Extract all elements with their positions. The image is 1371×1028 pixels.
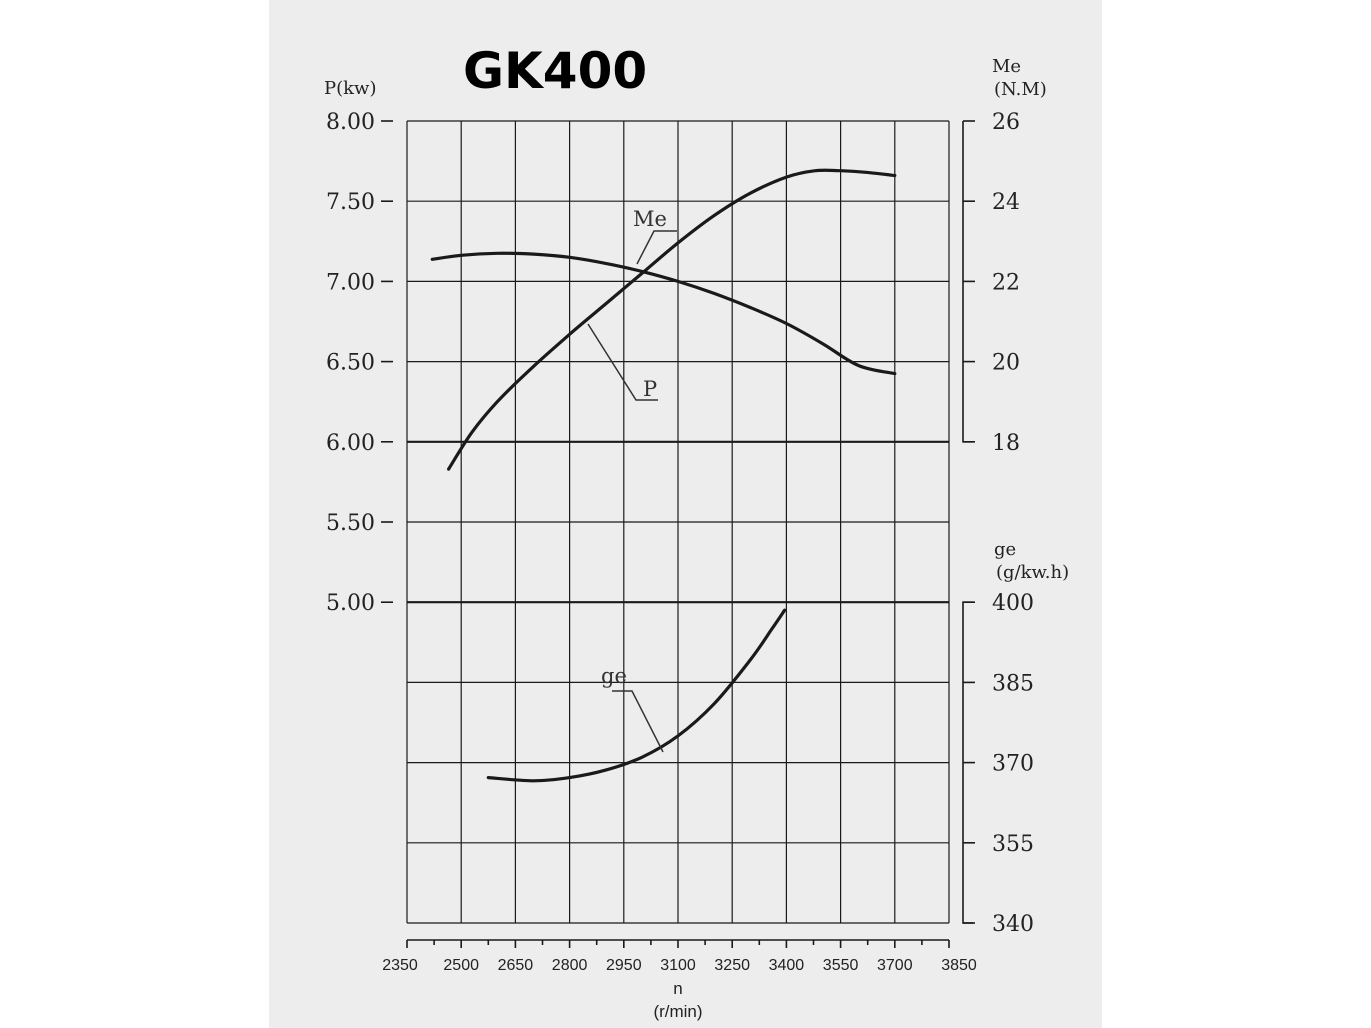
p-tick-label: 5.50 — [326, 511, 375, 536]
p-curve-label: P — [643, 377, 657, 401]
p-curve — [447, 168, 897, 471]
x-axis-label: n — [673, 979, 682, 998]
chart-title: GK400 — [463, 42, 647, 100]
me-curve-label: Me — [633, 207, 667, 231]
me-tick-label: 20 — [992, 351, 1020, 376]
ge-axis-label: ge — [994, 539, 1016, 560]
ge-tick-label: 385 — [992, 671, 1034, 696]
me-curve — [430, 251, 897, 376]
p-tick-label: 8.00 — [326, 110, 375, 135]
curves — [430, 168, 897, 783]
me-tick-label: 18 — [992, 431, 1020, 456]
curve-labels: Me Pge — [587, 207, 677, 753]
x-axis-unit: (r/min) — [653, 1002, 702, 1021]
p-tick-label: 6.00 — [326, 431, 375, 456]
x-tick-label: 3400 — [769, 957, 805, 974]
ge-curve — [486, 608, 787, 783]
x-tick-label: 2350 — [382, 957, 418, 974]
me-axis-label: Me — [992, 56, 1021, 77]
performance-chart: GK400 P(kw) Me (N.M) ge (g/kw.h) n (r/mi… — [324, 42, 1069, 1021]
x-tick-label: 3250 — [714, 957, 750, 974]
me-axis-unit: (N.M) — [994, 79, 1047, 100]
ge-tick-label: 355 — [992, 832, 1034, 857]
x-tick-label: 3850 — [941, 957, 977, 974]
p-tick-label: 7.00 — [326, 270, 375, 295]
x-tick-label: 3550 — [823, 957, 859, 974]
axes: 8.00 7.50 7.00 6.50 6.00 5.50 5.00 26 24 22 20 18 40… — [326, 110, 1034, 974]
ge-leader — [612, 690, 664, 753]
me-tick-label: 24 — [992, 190, 1020, 215]
x-tick-label: 2500 — [443, 957, 479, 974]
me-tick-label: 22 — [992, 270, 1020, 295]
x-tick-label: 2650 — [498, 957, 534, 974]
ge-axis-unit: (g/kw.h) — [996, 562, 1069, 583]
p-tick-label: 6.50 — [326, 351, 375, 376]
x-tick-label: 3100 — [660, 957, 696, 974]
p-tick-label: 5.00 — [326, 591, 375, 616]
ge-tick-label: 370 — [992, 752, 1034, 777]
ge-curve-label: ge — [601, 664, 627, 688]
ge-tick-label: 340 — [992, 912, 1034, 937]
ge-tick-label: 400 — [992, 591, 1034, 616]
p-axis-label: P(kw) — [324, 78, 376, 99]
x-tick-label: 2800 — [552, 957, 588, 974]
chart-panel: GK400 P(kw) Me (N.M) ge (g/kw.h) n (r/mi… — [269, 0, 1102, 1028]
p-tick-label: 7.50 — [326, 190, 375, 215]
p-leader — [587, 323, 658, 401]
me-tick-label: 26 — [992, 110, 1020, 135]
x-tick-label: 2950 — [606, 957, 642, 974]
x-tick-label: 3700 — [877, 957, 913, 974]
me-leader — [636, 230, 677, 265]
